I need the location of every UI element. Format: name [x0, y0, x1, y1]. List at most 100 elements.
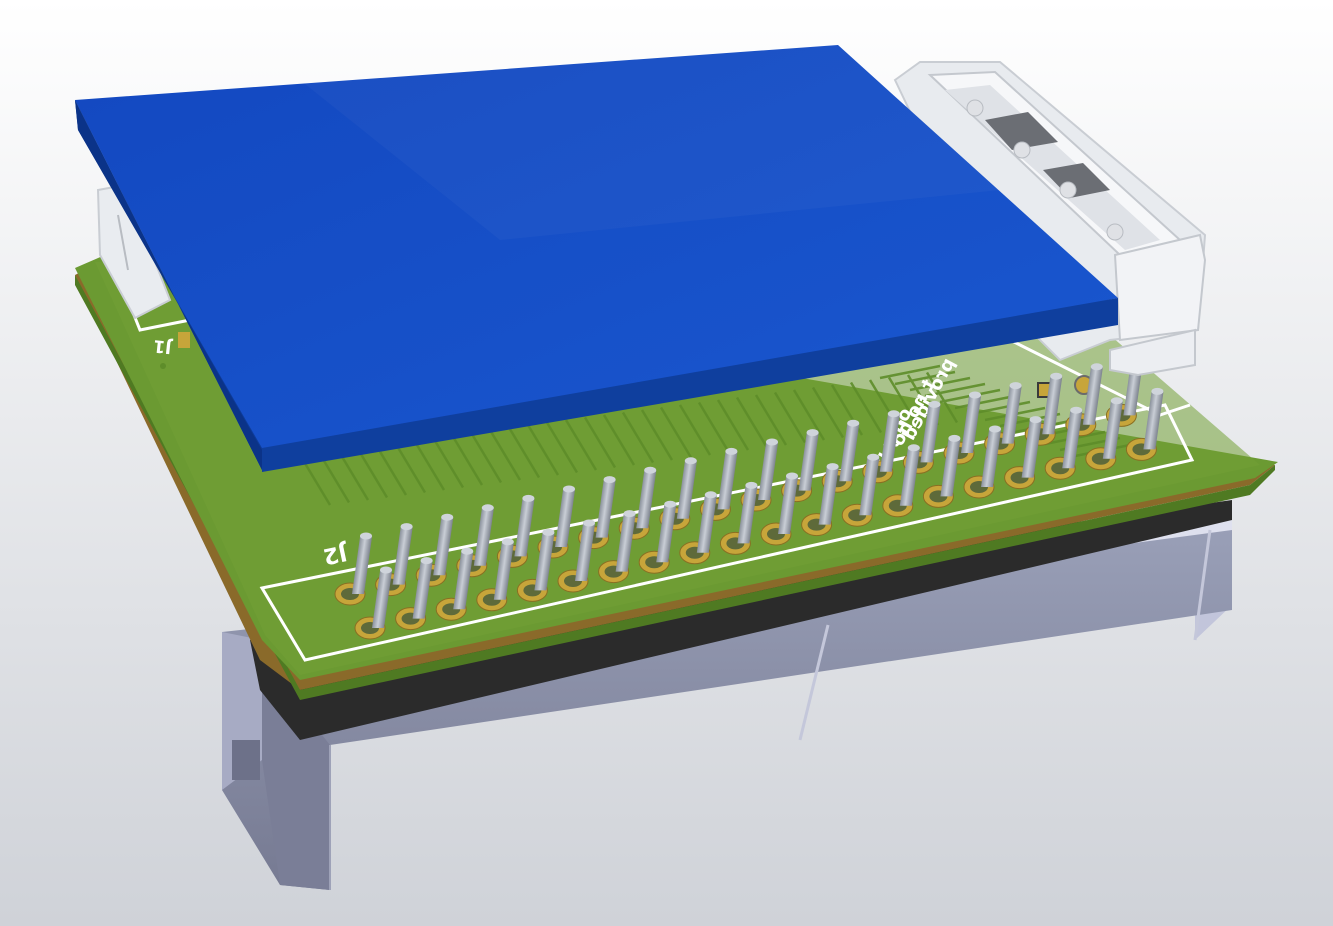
pin-shaft — [412, 560, 433, 619]
pcb-trace — [450, 434, 484, 486]
pin-shaft — [1042, 376, 1063, 435]
header-pin — [1004, 416, 1042, 490]
pin-shaft — [777, 476, 799, 534]
pin-shaft — [493, 541, 514, 600]
j1-silk-label: J1 — [152, 335, 173, 357]
pin-shaft — [1082, 366, 1103, 425]
pcb-trace — [925, 371, 959, 424]
header-pin — [476, 538, 514, 612]
pin-tip — [928, 400, 941, 408]
pin-tip — [542, 528, 555, 536]
pin-shaft — [1062, 410, 1083, 469]
pcb-trace — [545, 421, 579, 474]
pin-tip — [704, 491, 717, 499]
pin-shaft — [574, 523, 596, 581]
pin-shaft — [1102, 400, 1123, 459]
pcb-trace — [887, 376, 921, 429]
pin-tip — [623, 510, 636, 518]
pin-tip — [360, 532, 372, 540]
pin-shaft — [1001, 385, 1022, 444]
pin-tip — [826, 463, 839, 471]
pin-shaft — [433, 517, 454, 576]
pin-shaft — [372, 570, 393, 628]
pin-tip — [664, 500, 677, 508]
jst-connector-j1 — [96, 61, 1207, 377]
header-pin — [395, 557, 433, 631]
pin-shaft — [615, 513, 636, 572]
pcb-trace — [393, 441, 427, 494]
pin-shaft — [555, 489, 576, 547]
pin-tip — [806, 429, 819, 437]
pin-shaft — [352, 536, 373, 594]
pcb-trace — [488, 429, 522, 481]
pin-shaft — [676, 460, 697, 519]
pcb-traces — [298, 364, 1136, 506]
pcb-trace — [621, 411, 655, 464]
header-pin — [435, 547, 474, 621]
pin-tip — [766, 438, 778, 446]
pin-tip — [1029, 416, 1042, 424]
pin-shaft — [920, 404, 941, 463]
pin-tip — [1009, 382, 1022, 390]
pin-shaft — [717, 451, 738, 510]
pin-tip — [989, 425, 1001, 433]
pin-tip — [441, 513, 454, 521]
pin-tip — [420, 557, 433, 565]
pin-shaft — [514, 498, 535, 557]
header-pin — [1085, 397, 1123, 471]
pin-tip — [887, 410, 900, 418]
pin-shaft — [1143, 391, 1164, 450]
pin-tip — [969, 391, 981, 399]
pcb-trace — [374, 444, 408, 496]
pin-shaft — [940, 438, 961, 497]
header-pin — [760, 472, 799, 546]
header-pin — [963, 425, 1002, 499]
pin-header-j2 — [334, 353, 1164, 640]
header-pin — [801, 463, 839, 537]
pin-shaft — [961, 395, 982, 453]
header-pin — [557, 519, 596, 593]
pin-shaft — [859, 457, 880, 516]
pin-shaft — [839, 423, 860, 482]
pcb-trace — [507, 426, 541, 479]
header-pin — [719, 481, 758, 555]
pin-tip — [522, 494, 535, 502]
pcb-trace — [969, 400, 1031, 416]
display-module — [75, 45, 1118, 472]
pin-tip — [603, 476, 616, 484]
pin-shaft — [453, 551, 474, 610]
pin-shaft — [758, 442, 779, 500]
spacer-layer — [250, 500, 1232, 740]
pcb-trace — [716, 399, 750, 451]
pcb-trace — [640, 409, 674, 461]
pin-tip — [583, 519, 595, 527]
pcb-trace — [659, 406, 693, 459]
pin-tip — [1110, 397, 1123, 405]
pcb-trace — [909, 376, 971, 392]
pin-shaft — [636, 470, 657, 529]
pin-tip — [1050, 372, 1063, 380]
header-pin — [922, 434, 961, 508]
pin-tip — [684, 457, 697, 465]
pcb-trace — [469, 431, 503, 484]
pin-shaft — [595, 479, 616, 538]
header-pin — [1125, 387, 1164, 461]
pcb-trace — [602, 414, 636, 466]
pin-tip — [948, 434, 961, 442]
pin-shaft — [534, 532, 555, 591]
pcb-trace — [879, 364, 941, 380]
pin-tip — [380, 566, 392, 574]
header-pin — [598, 510, 636, 584]
pin-tip — [725, 447, 738, 455]
pcb-trace — [431, 436, 465, 489]
header-pin — [1044, 406, 1083, 480]
header-pin — [841, 453, 880, 527]
pin-shaft — [656, 504, 677, 563]
pin-tip — [867, 453, 880, 461]
pcb-trace — [336, 449, 370, 501]
pcb-trace — [849, 381, 883, 434]
pcb-trace — [811, 386, 845, 439]
pin-shaft — [392, 526, 413, 585]
pcb-trace — [792, 389, 826, 441]
